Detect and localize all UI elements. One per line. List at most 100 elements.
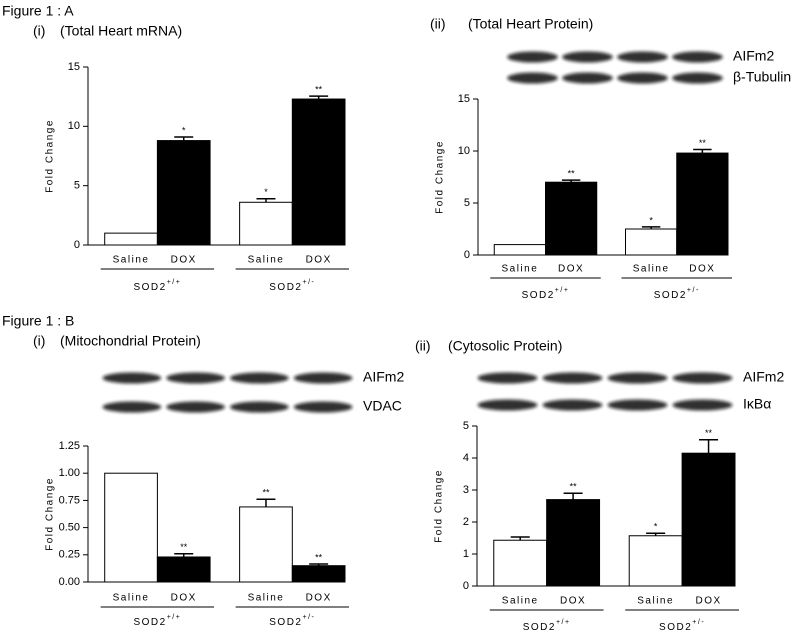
- section-label: Figure 1 : A: [2, 3, 74, 19]
- y-tick-label: 0: [464, 249, 470, 261]
- y-tick-label: 0.25: [59, 549, 80, 561]
- blot-band: [562, 72, 613, 84]
- y-tick-label: 5: [74, 180, 80, 192]
- blot-band: [617, 72, 668, 84]
- blot-band: [542, 372, 603, 384]
- panel-title: (Total Heart Protein): [468, 16, 593, 32]
- significance: *: [654, 522, 658, 532]
- x-tick-label: Saline: [502, 596, 539, 607]
- significance: *: [264, 187, 268, 197]
- blot-band: [542, 399, 603, 411]
- y-tick-label: 15: [68, 61, 80, 73]
- group-label: SOD2+/-: [659, 619, 705, 633]
- blot-band: [507, 51, 558, 63]
- panel-title: (Total Heart mRNA): [60, 23, 182, 39]
- blot-band: [672, 399, 733, 411]
- y-tick-label: 1: [463, 548, 469, 560]
- group-base: SOD2: [269, 617, 302, 628]
- blot-label: AIFm2: [733, 48, 774, 64]
- error-bar: [563, 492, 583, 500]
- bar: [628, 535, 683, 587]
- x-tick-label: Saline: [248, 255, 285, 266]
- blot-band: [230, 372, 289, 384]
- bar: [291, 98, 346, 246]
- blot-band: [166, 401, 225, 413]
- y-tick-label: 2: [463, 516, 469, 528]
- panel-label: (i): [33, 23, 45, 39]
- x-tick-label: DOX: [560, 596, 586, 607]
- blot-label: AIFm2: [363, 369, 404, 385]
- group-base: SOD2: [133, 282, 166, 293]
- x-tick-label: DOX: [306, 255, 332, 266]
- group-label: SOD2+/+: [522, 287, 570, 301]
- group-label: SOD2+/+: [133, 614, 181, 628]
- error-bar: [510, 536, 530, 541]
- group-sup: +/-: [687, 287, 700, 294]
- bar: [546, 499, 601, 587]
- x-tick-label: Saline: [113, 255, 150, 266]
- x-tick-label: Saline: [633, 264, 670, 275]
- error-bar: [174, 552, 194, 557]
- blot-band: [672, 72, 723, 84]
- panel-label: (ii): [430, 16, 446, 32]
- bar: [493, 539, 548, 587]
- group-sup: +/-: [302, 279, 315, 286]
- x-tick-label: DOX: [171, 255, 197, 266]
- significance: **: [699, 138, 707, 148]
- group-base: SOD2: [522, 290, 555, 301]
- group-label: SOD2+/-: [269, 279, 315, 293]
- group-base: SOD2: [523, 622, 556, 633]
- group-base: SOD2: [659, 622, 692, 633]
- y-tick-label: 5: [463, 420, 469, 432]
- y-tick-label: 10: [458, 145, 470, 157]
- group-label: SOD2+/-: [269, 614, 315, 628]
- group-sup: +/+: [556, 619, 571, 626]
- blot-band: [562, 51, 613, 63]
- panel-title: (Cytosolic Protein): [448, 338, 562, 354]
- group-base: SOD2: [269, 282, 302, 293]
- bar: [156, 556, 211, 583]
- bar: [493, 244, 546, 256]
- y-tick-label: 5: [464, 197, 470, 209]
- error-bar: [699, 439, 719, 454]
- error-bar: [641, 226, 661, 229]
- blot-band: [672, 372, 733, 384]
- blot-band: [617, 51, 668, 63]
- y-axis-label: Fold Change: [435, 140, 446, 214]
- section-label: Figure 1 : B: [2, 313, 74, 329]
- blot-label: AIFm2: [743, 369, 784, 385]
- y-tick-label: 0.00: [59, 576, 80, 588]
- significance: **: [180, 542, 188, 552]
- error-bar: [309, 563, 329, 566]
- x-tick-label: Saline: [637, 596, 674, 607]
- error-bar: [256, 197, 276, 203]
- y-axis-label: Fold Change: [45, 477, 56, 551]
- bar: [104, 472, 158, 583]
- bar: [156, 140, 211, 246]
- panel-label: (ii): [415, 338, 431, 354]
- y-axis-label: Fold Change: [434, 469, 445, 543]
- y-tick-label: 4: [463, 452, 469, 464]
- error-bar: [256, 498, 276, 507]
- x-tick-label: Saline: [113, 593, 150, 604]
- blot-band: [607, 372, 668, 384]
- x-tick-label: DOX: [306, 593, 332, 604]
- y-tick-label: 0.50: [59, 522, 80, 534]
- y-tick-label: 10: [68, 120, 80, 132]
- blot-label: IκBα: [743, 396, 771, 412]
- x-tick-label: DOX: [171, 593, 197, 604]
- blot-band: [293, 372, 353, 384]
- blot-band: [477, 399, 538, 411]
- blot-band: [607, 399, 668, 411]
- y-tick-label: 1.25: [59, 440, 80, 452]
- group-label: SOD2+/+: [133, 279, 181, 293]
- panel-label: (i): [33, 333, 45, 349]
- group-base: SOD2: [133, 617, 166, 628]
- error-bar: [693, 148, 712, 154]
- error-bar: [646, 532, 666, 536]
- y-tick-label: 15: [458, 93, 470, 105]
- group-sup: +/+: [555, 287, 570, 294]
- significance: **: [315, 84, 323, 94]
- error-bar: [174, 136, 194, 141]
